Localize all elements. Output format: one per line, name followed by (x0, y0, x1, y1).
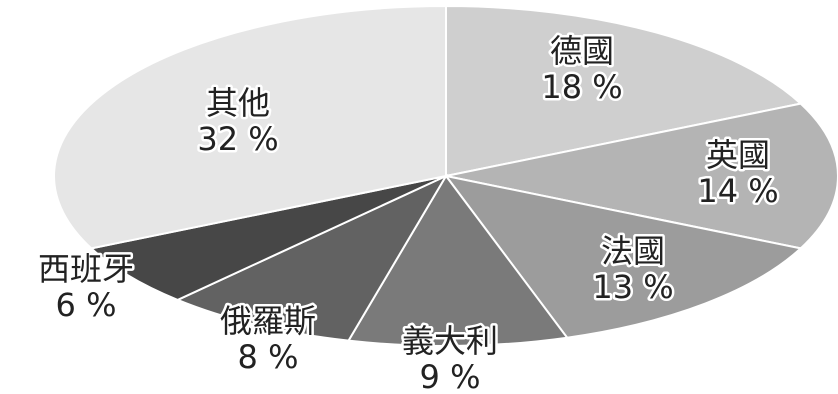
slice-percent-label: 32 % (197, 120, 278, 158)
pie-slice-4 (346, 174, 569, 347)
slice-percent-label: 9 % (420, 358, 481, 394)
slice-name-label: 其他 (206, 84, 270, 122)
pie-slice-1 (445, 4, 803, 178)
slice-name-label: 英國 (706, 136, 770, 174)
slice-name-label: 法國 (601, 232, 665, 270)
slice-percent-label: 18 % (541, 68, 622, 106)
slice-percent-label: 14 % (697, 172, 778, 210)
slice-percent-label: 8 % (238, 338, 299, 376)
slice-name-label: 義大利 (402, 322, 498, 360)
pie-slice-6 (89, 175, 447, 302)
slice-name-label: 西班牙 (38, 250, 134, 288)
pie-slice-7 (53, 4, 447, 250)
slice-percent-label: 6 % (56, 286, 117, 324)
slice-name-label: 俄羅斯 (220, 302, 316, 340)
slice-percent-label: 13 % (592, 268, 673, 306)
pie-slice-3 (443, 174, 803, 339)
pie-slice-5 (175, 173, 449, 342)
slice-name-label: 德國 (550, 32, 614, 70)
